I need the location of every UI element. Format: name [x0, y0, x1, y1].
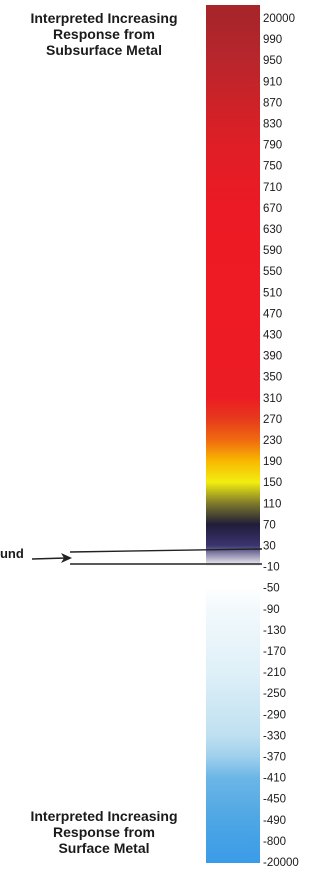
tick-label: 310 — [263, 393, 282, 405]
tick-label: -170 — [263, 646, 286, 658]
tick-label: -130 — [263, 625, 286, 637]
pointer-upper-line — [69, 548, 263, 553]
pointer-arrow-shaft — [31, 557, 67, 560]
tick-label: 910 — [263, 76, 282, 88]
tick-label: 870 — [263, 97, 282, 109]
bottom-caption-line-1: Interpreted Increasing — [30, 808, 178, 824]
tick-label: 430 — [263, 330, 282, 342]
tick-label: -290 — [263, 709, 286, 721]
bottom-caption-line-2: Response from — [53, 824, 155, 840]
tick-label: 510 — [263, 287, 282, 299]
tick-label: -800 — [263, 836, 286, 848]
tick-label: 270 — [263, 414, 282, 426]
pointer-arrowhead — [61, 553, 72, 563]
tick-label: 390 — [263, 351, 282, 363]
top-caption: Interpreted Increasing Response from Sub… — [4, 10, 204, 58]
tick-label: -370 — [263, 752, 286, 764]
tick-label: 670 — [263, 203, 282, 215]
tick-label: -10 — [263, 562, 280, 574]
top-caption-line-1: Interpreted Increasing — [30, 10, 178, 26]
tick-label: 110 — [263, 498, 281, 510]
tick-label: 150 — [263, 477, 282, 489]
tick-label: 630 — [263, 224, 282, 236]
tick-label: -250 — [263, 688, 286, 700]
tick-label: 590 — [263, 245, 282, 257]
tick-label: 190 — [263, 456, 282, 468]
tick-label: -90 — [263, 604, 280, 616]
bottom-caption-line-3: Surface Metal — [58, 840, 150, 856]
color-scale-bar — [206, 5, 260, 863]
tick-label: -50 — [263, 583, 280, 595]
tick-label: 550 — [263, 266, 282, 278]
tick-label: 950 — [263, 55, 282, 67]
background-pointer — [31, 548, 263, 565]
tick-label: -490 — [263, 815, 286, 827]
tick-label: -450 — [263, 794, 286, 806]
top-caption-line-2: Response from — [53, 26, 155, 42]
tick-label: 470 — [263, 308, 282, 320]
tick-labels: 20000 990 950 910 870 830 790 750 710 670 630 590 55… — [263, 13, 299, 869]
tick-label: 710 — [263, 182, 282, 194]
tick-label: 70 — [263, 519, 276, 531]
tick-label: -330 — [263, 730, 286, 742]
bottom-caption: Interpreted Increasing Response from Sur… — [2, 808, 206, 856]
tick-label: -210 — [263, 667, 286, 679]
tick-label: 750 — [263, 161, 282, 173]
tick-label: 790 — [263, 140, 282, 152]
top-caption-line-3: Subsurface Metal — [46, 42, 162, 58]
tick-label: 230 — [263, 435, 282, 447]
tick-label: -410 — [263, 773, 286, 785]
tick-label: 30 — [263, 541, 276, 553]
tick-label: 830 — [263, 119, 282, 131]
tick-label: 20000 — [263, 13, 295, 25]
tick-label: 990 — [263, 34, 282, 46]
background-label: ound — [0, 546, 24, 561]
tick-label: -20000 — [263, 857, 299, 869]
tick-label: 350 — [263, 372, 282, 384]
